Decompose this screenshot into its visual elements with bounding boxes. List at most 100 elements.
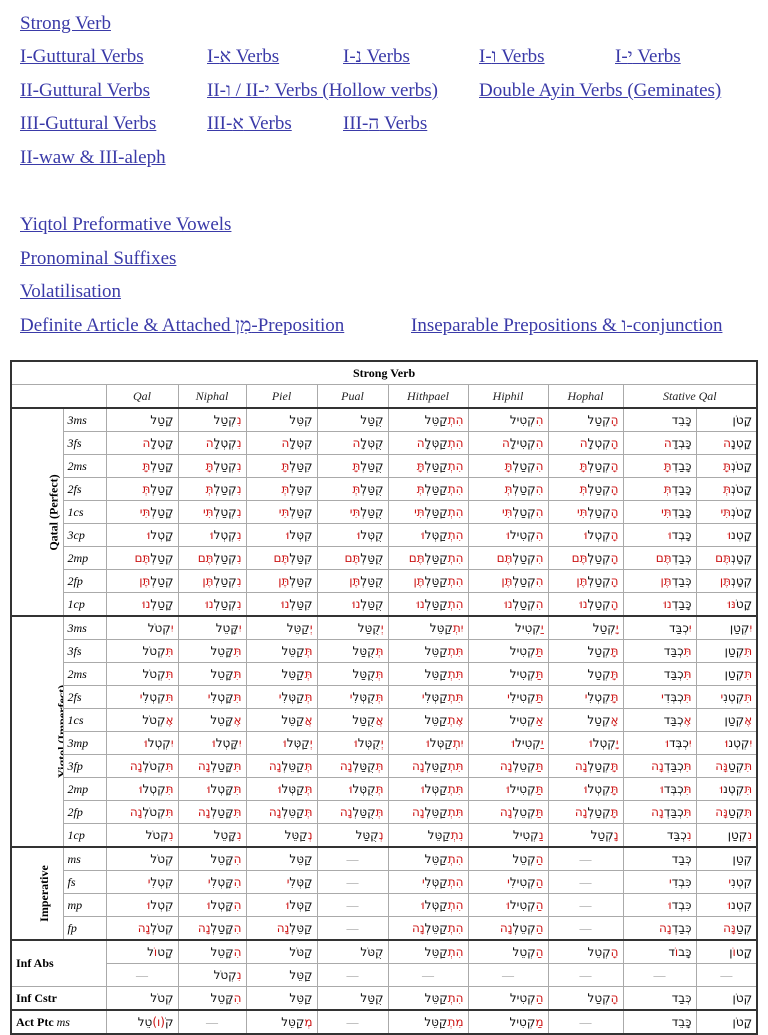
stem-text: קֻטַּל [352,644,376,658]
stem-header-hiphil: Hiphil [467,384,549,409]
link-pronominal-suffixes[interactable]: Pronominal Suffixes [20,248,177,269]
affix-highlight: הִ [535,436,544,450]
affix-highlight: הִ [233,945,242,959]
affix-highlight: נְ [307,828,313,842]
affix-highlight: וּ [286,528,290,542]
affix-highlight: הָ [610,597,619,611]
stem-text: קִטְלִ [150,875,174,889]
affix-highlight: אֶתְ [447,713,464,727]
verb-form-cell: תְּקֻטַּל [316,662,389,686]
stem-text: קַטְּל [424,528,448,542]
stem-text: קְטִיל [515,621,541,635]
affix-highlight: תִּ [744,805,753,819]
affix-highlight: יְ [309,621,313,635]
stem-text: קְטַלְ [587,459,611,473]
affix-highlight: נָה [659,921,672,935]
verb-form-cell: כָּבַדְתָּ [622,454,697,478]
affix-highlight: נִ [686,828,692,842]
affix-highlight: נִ [236,528,242,542]
stem-text: קְטֹל [142,644,166,658]
affix-highlight: תְּ [416,482,425,496]
affix-highlight: וּ [421,898,425,912]
link-inseparable-prepositions[interactable]: Inseparable Prepositions & ו-conjunction [411,315,723,336]
stem-text: קֻטַּלְ [360,551,384,565]
empty-form-dash: — [547,846,624,871]
verb-form-cell: תִּכְבְּדוּ [622,777,697,801]
stem-text: קַטֵּל [281,1015,305,1029]
affix-highlight: תָּ [610,759,619,773]
affix-highlight: תִּ [683,690,692,704]
verb-form-cell: קְטֹל [105,846,179,871]
verb-form-cell: קָטְלוּ [105,523,179,547]
link-i-nun[interactable]: I-נ Verbs [343,46,410,67]
affix-highlight: תִּ [683,805,692,819]
stem-text: קֻטְּל [357,736,381,750]
link-double-ayin[interactable]: Double Ayin Verbs (Geminates) [479,80,722,101]
stem-text: קְטִיל [509,644,536,658]
section-label: Imperative [10,846,64,941]
link-i-aleph[interactable]: I-א Verbs [207,46,280,67]
verb-form-cell: תִּתְקַטְּלוּ [387,777,469,801]
verb-form-cell: יָקְטְלוּ [547,731,624,755]
stem-text: קְטִיל [509,991,536,1005]
affix-highlight: הִ [233,898,242,912]
link-yiqtol-preformative[interactable]: Yiqtol Preformative Vowels [20,214,232,235]
link-i-yod[interactable]: I-י Verbs [615,46,681,67]
table-row: 2ms תִּקְטֹל תִּקָּטֵל תְּקַטֵּל תְּקֻטַּל תִ… [11,662,758,686]
stem-text: קִטַּלְ [289,459,313,473]
link-iii-he[interactable]: III-ה Verbs [343,113,428,134]
stem-text: קֻטְּל [352,782,376,796]
verb-form-cell: הִתְקַטֵּל [387,939,469,964]
person-label: 2ms [62,662,107,686]
verb-form-cell: תְּקַטְּלוּ [245,777,318,801]
stem-text: קִטְּלָ [289,436,313,450]
stem-text: כְבַּד [663,644,684,658]
stem-text: קְטַל [590,828,614,842]
link-strong-verb[interactable]: Strong Verb [20,13,111,34]
affix-highlight: ה [416,436,425,450]
stem-text: קֻטַּלְ [360,459,384,473]
table-row: 1cp נִקְטֹל נִקָּטֵל נְקַטֵּל נְקֻטַּל נִתְקַ… [11,823,758,848]
affix-highlight: תִּ [165,644,174,658]
link-i-guttural[interactable]: I-Guttural Verbs [20,46,144,67]
stem-text: קָטְל [150,528,174,542]
link-ii-waw-iii-aleph[interactable]: II-waw & III-aleph [20,147,166,168]
verb-form-cell: כָּבְדוּ [622,523,697,547]
verb-form-cell: תִּקָּטְלוּ [177,777,247,801]
stem-text: קְטֹל [142,713,166,727]
stem-text: קְטְל [587,782,611,796]
empty-form-dash: — [547,963,624,987]
affix-highlight: וּ [207,782,211,796]
verb-form-cell: תִּכְבַּד [622,639,697,663]
affix-highlight: וּ [354,736,358,750]
link-iii-aleph[interactable]: III-א Verbs [207,113,292,134]
verb-form-cell: קָטֹנּוּ [695,592,758,617]
verb-form-cell: יִכְבְּדוּ [622,731,697,755]
stem-header-stative-qal: Stative Qal [622,384,758,409]
affix-highlight: הִ [233,921,242,935]
link-i-waw[interactable]: I-ו Verbs [479,46,545,67]
stem-text: קְטָנְ [731,551,753,565]
affix-highlight: הָ [610,945,619,959]
stem-text: קְטָנְ [731,574,753,588]
affix-highlight: תְּ [205,482,214,496]
verb-form-cell: תָּקְטַלְנָה [547,800,624,824]
link-ii-guttural[interactable]: II-Guttural Verbs [20,80,150,101]
verb-form-cell: קַטֵּלְנָה [245,916,318,941]
affix-highlight: ה [579,436,588,450]
affix-highlight: תֶּם [571,551,588,565]
verb-form-cell: תִּתְקַטֵּל [387,662,469,686]
verb-form-cell: נִקְטְלָה [177,431,247,455]
affix-highlight: תְּ [304,667,313,681]
affix-highlight: תְּ [304,644,313,658]
stem-text: קְטַן [724,713,745,727]
link-iii-guttural[interactable]: III-Guttural Verbs [20,113,157,134]
verb-form-cell: הַקְטִילִי [467,870,549,894]
link-definite-article[interactable]: Definite Article & Attached מִן-Preposit… [20,315,345,336]
person-label: ms [62,846,107,871]
link-hollow-verbs[interactable]: II-ו / II-י Verbs (Hollow verbs) [207,80,438,101]
link-volatilisation[interactable]: Volatilisation [20,281,121,302]
strong-verb-paradigm-table: Strong Verb Qal Niphal Piel Pual Hithpael Hiph… [10,360,759,1035]
stem-text: קְטִיל [509,413,536,427]
verb-form-cell: קִטְנִי [695,870,758,894]
